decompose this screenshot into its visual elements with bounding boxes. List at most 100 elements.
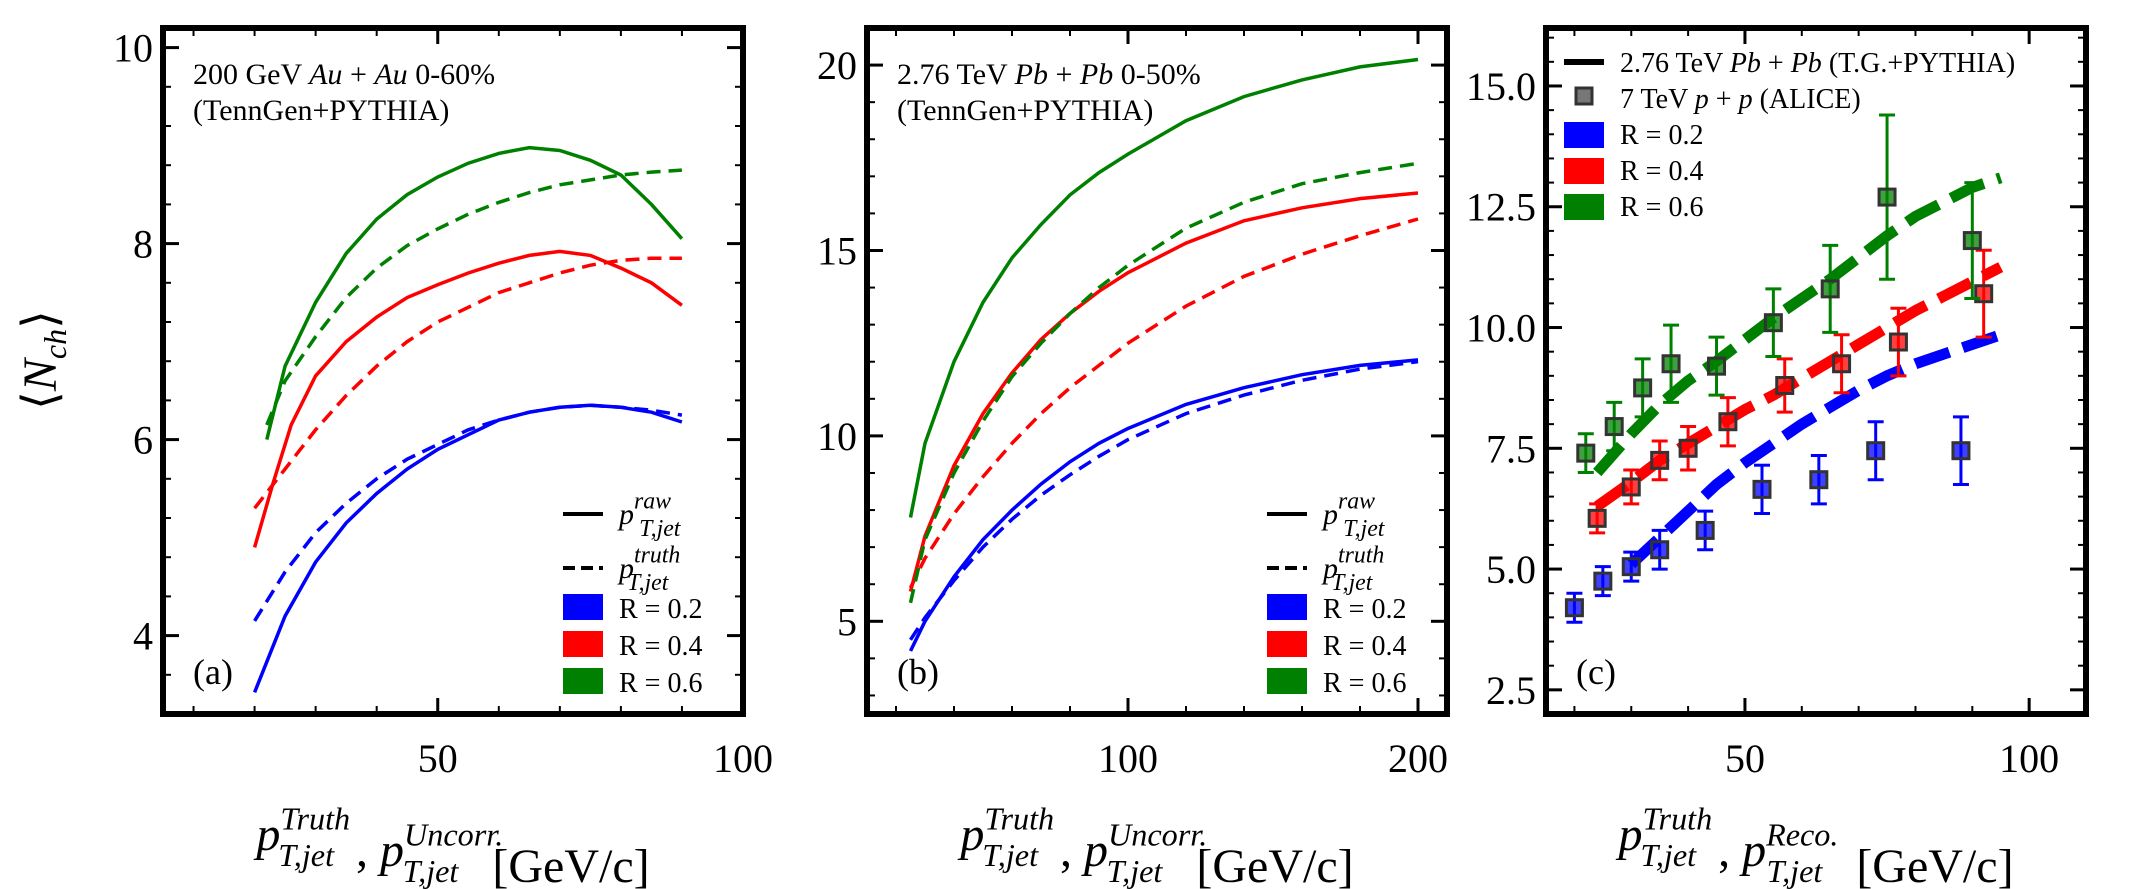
panel-b-ytick-label: 5	[837, 599, 857, 644]
panel-b-xtick-label: 100	[1098, 736, 1158, 781]
panel-c-point-R06	[1962, 231, 1982, 251]
panel-c-content	[1564, 113, 2004, 624]
panel-b-panel-letter: (b)	[897, 652, 939, 692]
panel-c-legend-swatch-R04	[1564, 158, 1604, 184]
panel-b-ytick-label: 15	[817, 228, 857, 273]
panel-b-legend-pt-sub: T,jet	[1343, 516, 1386, 542]
panel-b-legend-swatch-R02	[1267, 594, 1307, 620]
panel-c-point-R04	[1832, 354, 1852, 374]
panel-b-legend-color-label: R = 0.2	[1323, 594, 1406, 625]
panel-c-line-R02	[1627, 329, 2003, 569]
panel-a-annotation-tok	[367, 58, 375, 91]
panel-b: 100 200 5 10 15 20 2.76 TeV Pb + Pb 0-50%(Tenn…	[817, 25, 1450, 889]
panel-b-annotation-tok: +	[1055, 58, 1072, 91]
panel-c-point-R06	[1604, 417, 1624, 437]
panel-b-xtick-label: 200	[1388, 736, 1448, 781]
panel-a-annotation-tok: 200	[193, 58, 238, 91]
panel-c-x-axis-label-term1-p: p	[1615, 808, 1642, 861]
panel-a-legend-pt-sub: T,jet	[627, 570, 670, 596]
panel-c-point-R04	[1888, 332, 1908, 352]
panel-c-point-R04	[1650, 450, 1670, 470]
panel-a-x-axis-label-term2-sub: T,jet	[403, 853, 460, 889]
panel-b-x-axis-label-term2-p: p	[1081, 824, 1108, 877]
panel-a-x-axis-label-term1-p: p	[253, 808, 280, 861]
panel-c-xtick-label: 50	[1725, 736, 1765, 781]
panel-a-x-axis-label-term1-sup: Truth	[280, 800, 350, 836]
panel-b-annotation-tok	[1072, 58, 1080, 91]
panel-b-annotation-tok: Pb	[1014, 58, 1048, 91]
panel-c-point-R06	[1707, 356, 1727, 376]
panel-a-annotation-tok: Au	[307, 58, 342, 91]
panel-b-x-axis-label-term1-sub: T,jet	[982, 837, 1039, 873]
panel-a-annotation-tok: Au	[372, 58, 407, 91]
angle-bracket-right: ⟩	[14, 310, 67, 329]
panel-c-legend-line-tok	[1822, 48, 1829, 79]
y-label-symbol: N	[14, 356, 67, 392]
panel-c-x-axis-label-term1-sup: Truth	[1642, 800, 1712, 836]
panel-a-ytick-label: 6	[133, 418, 153, 463]
panel-c-x-axis-label-term2-sup: Reco.	[1765, 816, 1838, 852]
panel-b-annotation-tok: Pb	[1079, 58, 1113, 91]
panel-b-annotation-line-1: 2.76 TeV Pb + Pb 0-50%	[897, 58, 1201, 91]
panel-b-legend-style-label: ptruth T,jet	[1321, 543, 1384, 596]
panel-a-legend-swatch-R04	[563, 631, 603, 657]
panel-c-point-R02	[1593, 571, 1613, 591]
panel-a-legend-swatch-R02	[563, 594, 603, 620]
panel-b-annotation-tok	[1113, 58, 1121, 91]
panel-b-annotation-tok	[1007, 58, 1015, 91]
panel-c-point-R04	[1718, 412, 1738, 432]
panel-b-x-axis-label-term2-sup: Uncorr.	[1108, 816, 1207, 852]
panel-c-x-axis-label-comma: ,	[1706, 824, 1742, 877]
panel-b-legend-swatch-R06	[1267, 668, 1307, 694]
panel-b-annotation-line-2: (TennGen+PYTHIA)	[897, 94, 1153, 127]
panel-c-ytick-label: 5.0	[1486, 547, 1536, 592]
panel-b-legend-style-label: praw T,jet	[1321, 489, 1386, 542]
panel-a-annotation-tok	[302, 58, 310, 91]
panel-b-annotation-tok: (TennGen+PYTHIA)	[897, 94, 1153, 127]
panel-c-point-R02	[1809, 470, 1829, 490]
panel-c-ytick-label: 10.0	[1466, 306, 1536, 351]
panel-c-legend-color-label: R = 0.6	[1620, 192, 1703, 223]
panel-a-ytick-label: 10	[113, 26, 153, 71]
panel-b-legend-pt-p: p	[1321, 552, 1338, 585]
panel-c-legend-marker-tok	[1753, 84, 1760, 115]
panel-c-legend-line-tok: +	[1768, 48, 1784, 79]
panel-a-x-axis-label-comma: ,	[344, 824, 380, 877]
panel-b-legend-pt-sub: T,jet	[1331, 570, 1374, 596]
panel-b-series-R04-solid	[908, 191, 1419, 593]
panel-c-point-R04	[1621, 477, 1641, 497]
panel-c-legend-marker-tok: TeV	[1641, 84, 1689, 115]
panel-b-content	[908, 57, 1419, 652]
panel-c-point-R06	[1877, 187, 1897, 207]
panel-a-annotation-tok	[408, 58, 416, 91]
panel-a-legend-pt-sup: truth	[634, 543, 680, 569]
panel-a: 50 100 4 6 8 10 200 GeV Au + Au 0-60%(TennGen+…	[113, 25, 773, 889]
panel-a-legend-style-label: ptruth T,jet	[617, 543, 680, 596]
panel-a-series-R06-dashed	[265, 168, 683, 426]
panel-a-legend-style-label: praw T,jet	[617, 489, 682, 542]
panel-b-series-R02-dashed	[909, 359, 1419, 641]
panel-b-x-axis-label-unit: [GeV/c]	[1184, 840, 1353, 889]
panel-b-series-R04-dashed	[908, 217, 1419, 589]
panel-a-annotation-tok: +	[350, 58, 367, 91]
panel-c-legend-line-tok	[1784, 48, 1791, 79]
panel-b-legend-color-label: R = 0.6	[1323, 668, 1406, 699]
panel-c-legend-marker-tok: 7	[1620, 84, 1634, 115]
panel-c-ytick-label: 7.5	[1486, 426, 1536, 471]
panel-c-point-R02	[1621, 557, 1641, 577]
panel-b-ytick-label: 20	[817, 43, 857, 88]
panel-c-x-axis-label-term2-sub: T,jet	[1767, 853, 1824, 889]
panel-c-legend-marker-sample	[1574, 86, 1594, 106]
angle-bracket-left: ⟨	[14, 391, 67, 410]
panel-c-point-R02	[1650, 540, 1670, 560]
panel-c-legend-marker-label: 7 TeV p + p (ALICE)	[1620, 84, 1861, 115]
panel-c-legend-marker-tok	[1732, 84, 1739, 115]
panel-a-series-R06-solid	[265, 145, 684, 441]
panel-c-legend-color-label: R = 0.4	[1620, 156, 1703, 187]
panel-a-xtick-label: 100	[713, 736, 773, 781]
panel-a-series-R04-dashed	[253, 256, 682, 510]
panel-c-point-R06	[1763, 313, 1783, 333]
panel-c-frame	[1543, 25, 2089, 717]
panel-b-annotation-tok: 0-50%	[1121, 58, 1201, 91]
panel-a-legend-swatch-R06	[563, 668, 603, 694]
